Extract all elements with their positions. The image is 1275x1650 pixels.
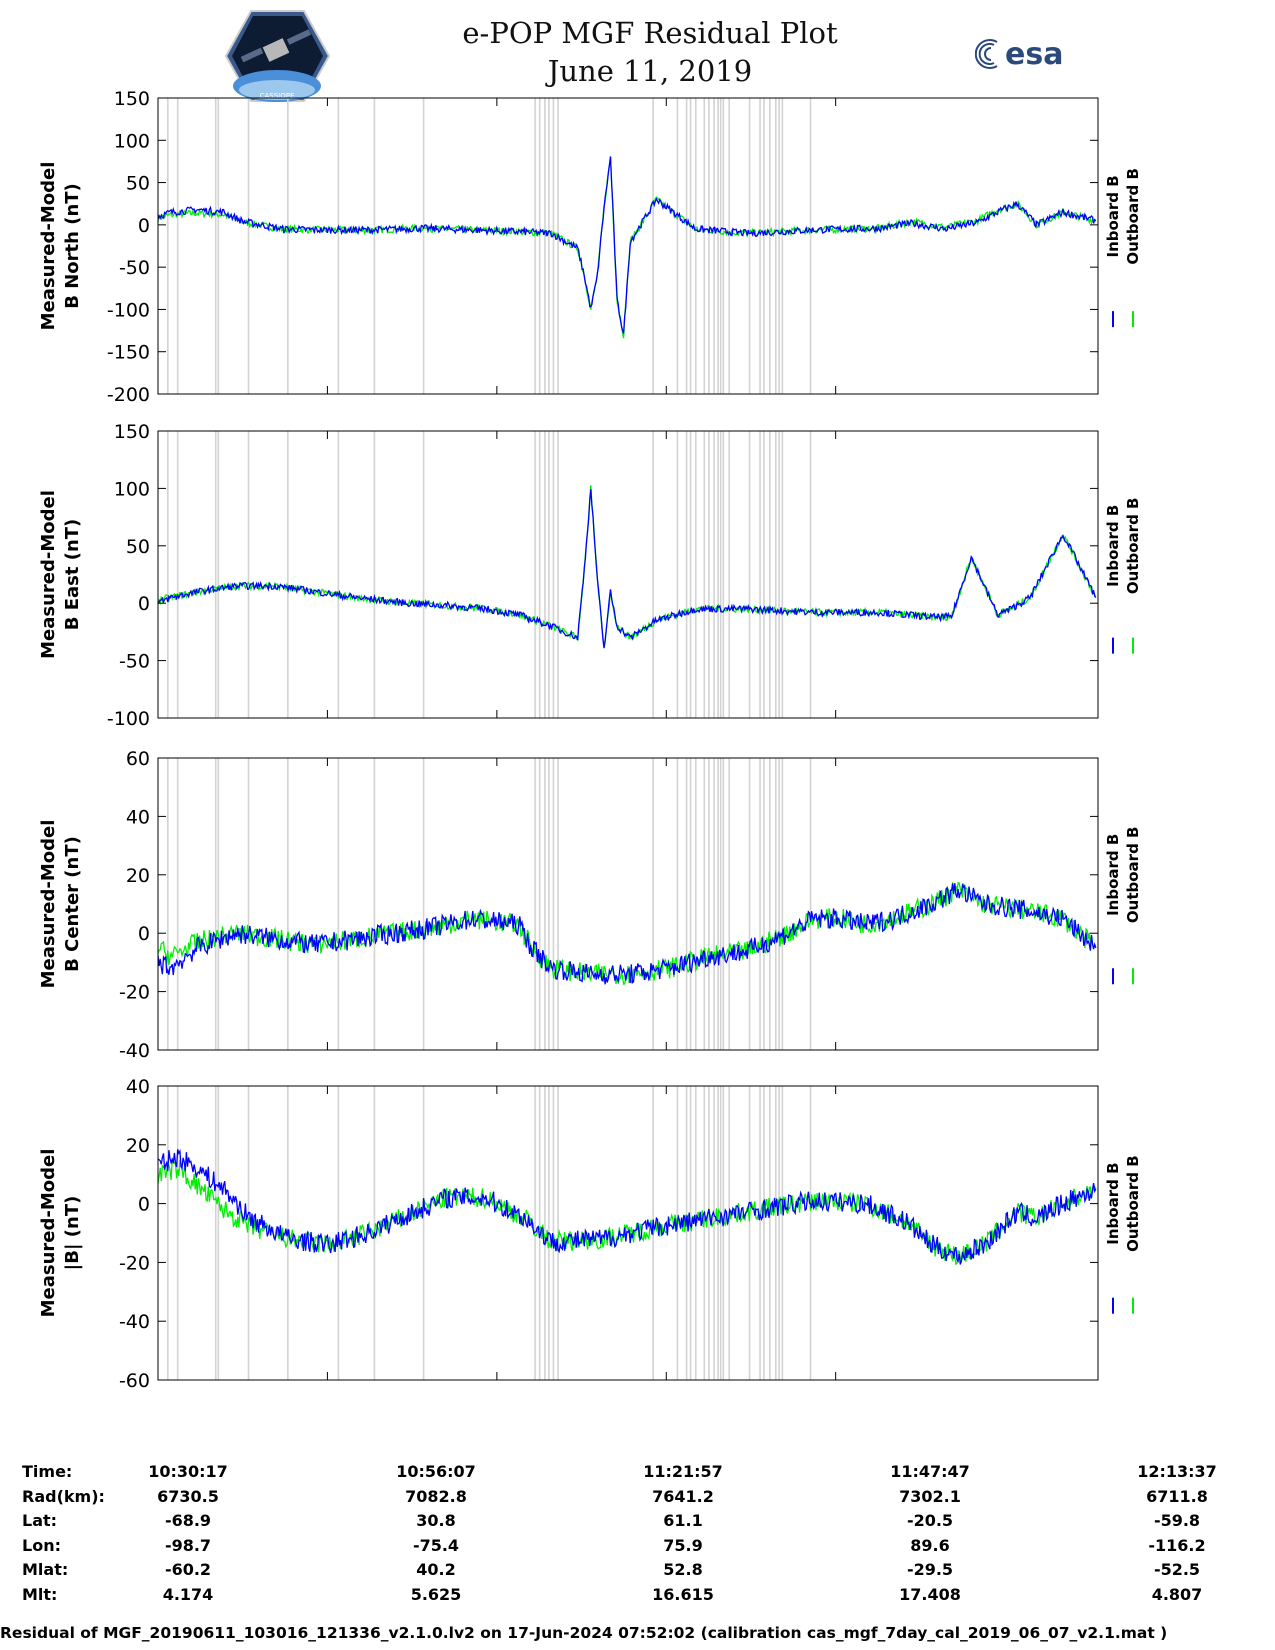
cassiope-logo-text: CASSIOPE <box>260 92 295 100</box>
plot-frame <box>157 1085 1099 1381</box>
plot-frame <box>157 430 1099 719</box>
info-value: 5.625 <box>410 1584 462 1604</box>
plot-title: e-POP MGF Residual Plot <box>462 16 838 50</box>
plot-title-block: e-POP MGF Residual Plot June 11, 2019 <box>0 14 1275 90</box>
legend-label: Outboard B <box>1124 498 1142 595</box>
info-value: 30.8 <box>416 1511 456 1531</box>
info-value: 7641.2 <box>652 1486 714 1506</box>
info-value: -98.7 <box>164 1535 212 1555</box>
esa-logo-text: esa <box>1005 37 1063 72</box>
y-axis-label: B Center (nT) <box>62 836 83 972</box>
legend-label: Outboard B <box>1124 168 1142 265</box>
info-value: 6730.5 <box>157 1486 219 1506</box>
footer-caption: Residual of MGF_20190611_103016_121336_v… <box>0 1624 1168 1642</box>
y-tick-label: 40 <box>126 806 150 828</box>
y-tick-label: -50 <box>119 257 150 279</box>
info-label: Lon: <box>22 1535 61 1555</box>
legend-label: Inboard B <box>1104 505 1122 587</box>
y-tick-label: -60 <box>119 1370 150 1392</box>
info-label: Rad(km): <box>22 1486 105 1506</box>
info-value: 4.807 <box>1151 1584 1203 1604</box>
series-line-inboard <box>157 882 1097 985</box>
plot-date: June 11, 2019 <box>547 54 753 88</box>
info-label: Time: <box>22 1462 73 1481</box>
y-tick-label: 150 <box>114 421 150 443</box>
legend-label: Inboard B <box>1104 175 1122 257</box>
y-tick-label: -20 <box>119 1252 150 1274</box>
info-label: Mlt: <box>22 1584 58 1604</box>
y-tick-label: -150 <box>107 342 150 364</box>
info-label: Lat: <box>22 1511 58 1531</box>
info-value: 12:13:37 <box>1137 1462 1217 1481</box>
y-axis-label: Measured-Model <box>38 162 59 331</box>
y-tick-label: 50 <box>126 173 150 195</box>
info-value: 4.174 <box>162 1584 214 1604</box>
legend-label: Outboard B <box>1124 1155 1142 1252</box>
info-value: -68.9 <box>164 1511 212 1531</box>
y-axis-label: B North (nT) <box>62 183 83 309</box>
y-axis-label: Measured-Model <box>38 490 59 659</box>
plot-frame <box>157 757 1099 1051</box>
info-value: 61.1 <box>663 1511 703 1531</box>
info-value: 7082.8 <box>405 1486 467 1506</box>
y-tick-label: -40 <box>119 1311 150 1333</box>
y-tick-label: -200 <box>107 384 150 406</box>
info-value: 17.408 <box>899 1584 961 1604</box>
y-axis-label: |B| (nT) <box>62 1196 83 1271</box>
y-tick-label: 0 <box>138 593 150 615</box>
info-value: -29.5 <box>906 1560 954 1580</box>
info-label: Mlat: <box>22 1560 69 1580</box>
y-tick-label: 20 <box>126 865 150 887</box>
y-tick-label: 100 <box>114 130 150 152</box>
info-value: -116.2 <box>1148 1535 1206 1555</box>
cassiope-satellite-logo-icon: CASSIOPE <box>225 10 330 102</box>
y-tick-label: -100 <box>107 299 150 321</box>
info-value: -60.2 <box>164 1560 212 1580</box>
y-tick-label: -100 <box>107 708 150 730</box>
legend-label: Inboard B <box>1104 834 1122 916</box>
info-value: 75.9 <box>663 1535 703 1555</box>
info-value: 40.2 <box>416 1560 456 1580</box>
y-tick-label: 20 <box>126 1135 150 1157</box>
info-value: 11:47:47 <box>890 1462 970 1481</box>
y-axis-label: B East (nT) <box>62 519 83 631</box>
info-value: 11:21:57 <box>643 1462 723 1481</box>
y-tick-label: -50 <box>119 651 150 673</box>
series-line-outboard <box>157 881 1097 985</box>
info-value: 16.615 <box>652 1584 714 1604</box>
info-value: -20.5 <box>906 1511 954 1531</box>
y-tick-label: 0 <box>138 1194 150 1216</box>
legend-label: Inboard B <box>1104 1162 1122 1244</box>
info-value: 10:30:17 <box>148 1462 228 1481</box>
esa-logo-icon: esa <box>975 37 1063 72</box>
info-value: 7302.1 <box>899 1486 961 1506</box>
legend-label: Outboard B <box>1124 827 1142 924</box>
info-value: 10:56:07 <box>396 1462 476 1481</box>
y-tick-label: 50 <box>126 536 150 558</box>
y-tick-label: -20 <box>119 982 150 1004</box>
info-value: -75.4 <box>412 1535 460 1555</box>
plot-frame <box>157 97 1099 395</box>
info-value: 52.8 <box>663 1560 703 1580</box>
info-value: 89.6 <box>910 1535 950 1555</box>
y-tick-label: -40 <box>119 1040 150 1062</box>
y-tick-label: 150 <box>114 88 150 110</box>
series-line-inboard <box>157 489 1097 649</box>
info-value: -52.5 <box>1153 1560 1201 1580</box>
info-value: 6711.8 <box>1146 1486 1208 1506</box>
y-axis-label: Measured-Model <box>38 1149 59 1318</box>
y-tick-label: 40 <box>126 1076 150 1098</box>
series-line-inboard <box>157 1148 1097 1265</box>
series-line-inboard <box>157 156 1097 334</box>
y-axis-label: Measured-Model <box>38 820 59 989</box>
y-tick-label: 0 <box>138 215 150 237</box>
info-value: -59.8 <box>1153 1511 1201 1531</box>
y-tick-label: 60 <box>126 748 150 770</box>
series-line-outboard <box>157 156 1097 339</box>
series-line-outboard <box>157 485 1097 648</box>
y-tick-label: 100 <box>114 478 150 500</box>
y-tick-label: 0 <box>138 923 150 945</box>
